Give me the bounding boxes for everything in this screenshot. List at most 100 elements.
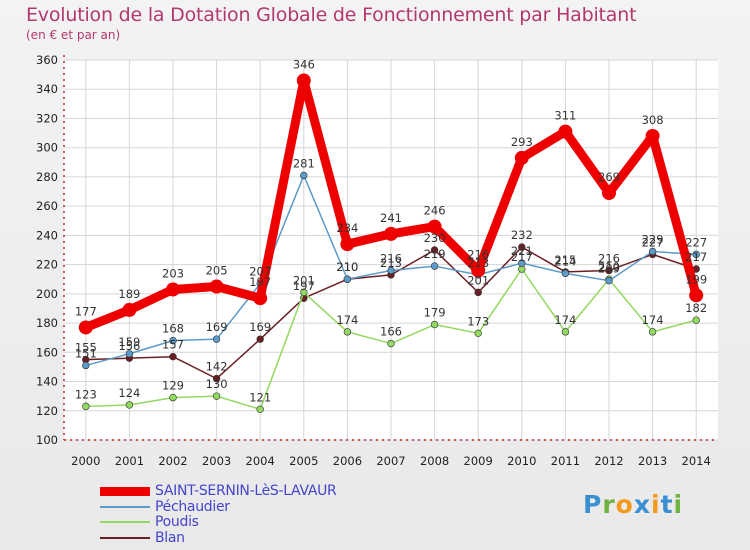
y-tick-label: 260 bbox=[36, 199, 58, 213]
y-tick-label: 300 bbox=[36, 141, 58, 155]
data-label: 230 bbox=[424, 231, 446, 245]
data-label: 179 bbox=[424, 306, 446, 320]
data-label: 210 bbox=[598, 260, 620, 274]
data-point bbox=[427, 219, 442, 234]
data-label: 229 bbox=[642, 232, 664, 246]
data-label: 142 bbox=[206, 360, 228, 374]
data-point bbox=[518, 259, 526, 267]
legend-swatch bbox=[100, 536, 150, 539]
chart-subtitle: (en € et par an) bbox=[26, 28, 121, 42]
data-point bbox=[605, 266, 613, 275]
x-tick-label: 2002 bbox=[158, 454, 187, 468]
data-point bbox=[125, 401, 134, 409]
data-point bbox=[558, 124, 573, 139]
x-tick-label: 2004 bbox=[246, 454, 275, 468]
data-point bbox=[212, 374, 221, 383]
data-point bbox=[253, 291, 268, 306]
data-point bbox=[340, 237, 355, 252]
data-label: 210 bbox=[336, 260, 358, 274]
x-tick-label: 2003 bbox=[202, 454, 231, 468]
data-label: 130 bbox=[206, 377, 228, 391]
data-label: 205 bbox=[206, 264, 228, 278]
data-label: 221 bbox=[511, 244, 533, 258]
data-point bbox=[212, 335, 221, 343]
data-point bbox=[430, 246, 439, 254]
data-label: 207 bbox=[249, 265, 271, 279]
legend-label: SAINT-SERNIN-LèS-LAVAUR bbox=[155, 483, 337, 499]
data-point bbox=[169, 393, 177, 402]
y-tick-label: 220 bbox=[36, 258, 58, 272]
data-label: 216 bbox=[598, 251, 620, 265]
data-point bbox=[300, 171, 308, 180]
y-tick-label: 160 bbox=[36, 345, 58, 359]
y-tick-label: 240 bbox=[36, 228, 58, 242]
data-point bbox=[169, 336, 177, 345]
data-label: 311 bbox=[554, 109, 576, 123]
data-label: 201 bbox=[467, 273, 489, 287]
data-label: 121 bbox=[249, 390, 271, 404]
x-tick-label: 2010 bbox=[507, 454, 536, 468]
data-point bbox=[474, 329, 482, 338]
data-label: 215 bbox=[554, 253, 576, 267]
y-tick-label: 180 bbox=[36, 316, 58, 330]
data-label: 155 bbox=[75, 341, 97, 355]
data-point bbox=[296, 73, 311, 88]
data-label: 182 bbox=[685, 301, 707, 315]
data-point bbox=[474, 288, 482, 297]
data-label: 174 bbox=[642, 313, 664, 327]
chart-title: Evolution de la Dotation Globale de Fonc… bbox=[26, 4, 637, 26]
y-tick-label: 100 bbox=[36, 433, 58, 447]
data-point bbox=[605, 276, 613, 285]
data-point bbox=[212, 392, 221, 400]
data-label: 246 bbox=[424, 204, 446, 218]
data-point bbox=[471, 263, 486, 278]
x-tick-label: 2009 bbox=[464, 454, 493, 468]
data-label: 168 bbox=[162, 322, 184, 336]
x-tick-label: 2011 bbox=[551, 454, 580, 468]
data-point bbox=[648, 328, 657, 336]
data-label: 173 bbox=[467, 314, 489, 328]
x-tick-label: 2013 bbox=[638, 454, 667, 468]
legend-swatch bbox=[100, 505, 150, 508]
data-label: 210 bbox=[336, 260, 358, 274]
y-tick-label: 340 bbox=[36, 82, 58, 96]
x-tick-label: 2014 bbox=[682, 454, 711, 468]
y-tick-label: 120 bbox=[36, 404, 58, 418]
data-point bbox=[169, 352, 177, 361]
data-label: 213 bbox=[467, 256, 489, 270]
data-label: 123 bbox=[75, 387, 97, 401]
data-point bbox=[692, 250, 700, 259]
data-label: 159 bbox=[118, 335, 140, 349]
data-label: 234 bbox=[336, 221, 358, 235]
data-point bbox=[122, 302, 137, 317]
data-point bbox=[689, 288, 704, 303]
data-label: 209 bbox=[598, 262, 620, 276]
y-tick-label: 140 bbox=[36, 375, 58, 389]
data-label: 201 bbox=[293, 273, 315, 287]
data-label: 124 bbox=[118, 386, 140, 400]
data-label: 293 bbox=[511, 135, 533, 149]
data-label: 227 bbox=[685, 235, 707, 249]
legend-swatch bbox=[100, 521, 150, 523]
data-label: 346 bbox=[293, 57, 315, 71]
data-label: 129 bbox=[162, 379, 184, 393]
legend-swatch bbox=[100, 486, 150, 496]
x-tick-label: 2012 bbox=[594, 454, 623, 468]
data-point bbox=[343, 328, 352, 336]
data-label: 214 bbox=[554, 254, 576, 268]
legend-label: Poudis bbox=[155, 514, 199, 530]
data-point bbox=[300, 288, 308, 297]
data-label: 213 bbox=[380, 256, 402, 270]
proxiti-logo: Proxiti bbox=[583, 490, 684, 519]
data-label: 169 bbox=[249, 320, 271, 334]
legend-label: Péchaudier bbox=[155, 498, 230, 515]
data-label: 156 bbox=[118, 339, 140, 353]
data-point bbox=[692, 316, 700, 324]
data-label: 174 bbox=[336, 313, 358, 327]
data-label: 217 bbox=[685, 250, 707, 264]
data-point bbox=[514, 150, 529, 165]
data-point bbox=[384, 226, 398, 241]
data-label: 241 bbox=[380, 211, 402, 225]
